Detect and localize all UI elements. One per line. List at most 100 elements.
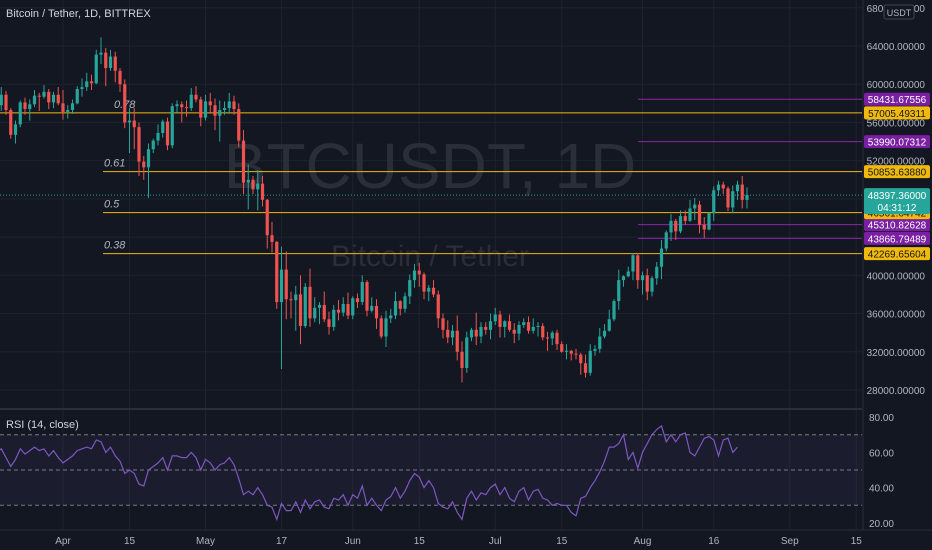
candle[interactable] bbox=[66, 105, 70, 119]
candle[interactable] bbox=[89, 74, 94, 90]
candle[interactable] bbox=[569, 349, 573, 361]
candle[interactable] bbox=[341, 297, 345, 317]
candle[interactable] bbox=[317, 302, 322, 325]
candle[interactable] bbox=[346, 292, 350, 320]
candle[interactable] bbox=[721, 181, 725, 195]
candle[interactable] bbox=[674, 218, 678, 240]
fib-price-label[interactable]: 50853.63880 bbox=[864, 165, 930, 179]
candle[interactable] bbox=[222, 101, 227, 115]
candle[interactable] bbox=[161, 119, 165, 138]
candle[interactable] bbox=[270, 221, 274, 253]
candle[interactable] bbox=[256, 170, 260, 211]
candle[interactable] bbox=[374, 299, 379, 329]
candle[interactable] bbox=[379, 315, 383, 339]
candle[interactable] bbox=[607, 309, 611, 332]
candle[interactable] bbox=[151, 138, 155, 154]
candle[interactable] bbox=[712, 186, 716, 221]
candle[interactable] bbox=[669, 214, 673, 241]
candle[interactable] bbox=[370, 297, 374, 313]
candle[interactable] bbox=[507, 314, 512, 332]
candle[interactable] bbox=[127, 108, 132, 154]
candle[interactable] bbox=[503, 320, 507, 338]
candle[interactable] bbox=[631, 253, 635, 281]
candle[interactable] bbox=[237, 103, 241, 148]
candle[interactable] bbox=[598, 327, 602, 353]
candle[interactable] bbox=[517, 321, 521, 341]
candle[interactable] bbox=[493, 307, 497, 326]
candle[interactable] bbox=[294, 285, 298, 331]
candle[interactable] bbox=[123, 79, 127, 129]
candle[interactable] bbox=[108, 49, 113, 71]
candle[interactable] bbox=[327, 311, 331, 335]
candle[interactable] bbox=[208, 92, 212, 114]
candle[interactable] bbox=[118, 67, 122, 92]
candle[interactable] bbox=[156, 124, 160, 146]
purple-price-label[interactable]: 58431.67556 bbox=[864, 92, 930, 107]
candle[interactable] bbox=[360, 275, 364, 305]
candle[interactable] bbox=[422, 272, 426, 300]
time-axis[interactable]: Apr 15 May 17 Jun 15 Jul 15 Aug 16 Sep 15 bbox=[0, 529, 932, 547]
candle[interactable] bbox=[322, 291, 326, 323]
candle[interactable] bbox=[531, 318, 535, 334]
candle[interactable] bbox=[655, 261, 659, 285]
candle[interactable] bbox=[498, 310, 502, 338]
candle[interactable] bbox=[441, 313, 445, 339]
candle[interactable] bbox=[479, 322, 483, 344]
candle[interactable] bbox=[313, 297, 317, 323]
candle[interactable] bbox=[645, 268, 649, 301]
candle[interactable] bbox=[403, 292, 407, 313]
candle[interactable] bbox=[146, 143, 151, 198]
candle[interactable] bbox=[289, 291, 293, 319]
candle[interactable] bbox=[251, 175, 255, 195]
candle[interactable] bbox=[56, 87, 60, 106]
candle[interactable] bbox=[227, 92, 231, 114]
candle[interactable] bbox=[602, 324, 607, 339]
candle[interactable] bbox=[683, 210, 687, 225]
candle[interactable] bbox=[659, 239, 664, 280]
candle[interactable] bbox=[203, 94, 208, 121]
candle[interactable] bbox=[431, 280, 436, 298]
candle[interactable] bbox=[564, 344, 569, 360]
rsi-line[interactable] bbox=[0, 424, 738, 522]
candle[interactable] bbox=[583, 354, 588, 378]
candle[interactable] bbox=[579, 352, 583, 375]
candle[interactable] bbox=[61, 89, 65, 120]
candle[interactable] bbox=[175, 100, 179, 113]
candle[interactable] bbox=[522, 318, 526, 328]
candle[interactable] bbox=[218, 100, 222, 142]
candle[interactable] bbox=[28, 99, 32, 121]
candle[interactable] bbox=[303, 282, 307, 328]
candle[interactable] bbox=[42, 85, 46, 99]
candle[interactable] bbox=[731, 185, 735, 214]
candle[interactable] bbox=[465, 331, 469, 373]
candle[interactable] bbox=[678, 210, 683, 234]
candle[interactable] bbox=[199, 96, 203, 127]
candle[interactable] bbox=[560, 341, 564, 353]
candle[interactable] bbox=[298, 275, 303, 345]
candle[interactable] bbox=[260, 175, 265, 207]
candle[interactable] bbox=[241, 130, 246, 195]
purple-price-label[interactable]: 53990.07312 bbox=[864, 135, 930, 149]
candle[interactable] bbox=[246, 164, 250, 210]
candle[interactable] bbox=[70, 99, 75, 114]
candle[interactable] bbox=[550, 330, 554, 346]
candle[interactable] bbox=[398, 300, 402, 316]
candle[interactable] bbox=[308, 268, 312, 327]
candle[interactable] bbox=[716, 180, 721, 197]
candle[interactable] bbox=[232, 95, 236, 115]
candle[interactable] bbox=[13, 120, 18, 144]
candle[interactable] bbox=[4, 90, 8, 115]
candle[interactable] bbox=[612, 299, 616, 322]
candle[interactable] bbox=[488, 313, 493, 340]
candle[interactable] bbox=[427, 284, 431, 302]
candle[interactable] bbox=[365, 280, 369, 317]
candle[interactable] bbox=[617, 269, 621, 310]
candle[interactable] bbox=[526, 316, 531, 334]
candle[interactable] bbox=[332, 304, 336, 331]
fib-price-label[interactable]: 57005.49311 bbox=[864, 106, 930, 120]
candle[interactable] bbox=[417, 262, 421, 287]
candle[interactable] bbox=[47, 89, 51, 110]
candle[interactable] bbox=[593, 345, 597, 356]
candle[interactable] bbox=[408, 274, 412, 304]
